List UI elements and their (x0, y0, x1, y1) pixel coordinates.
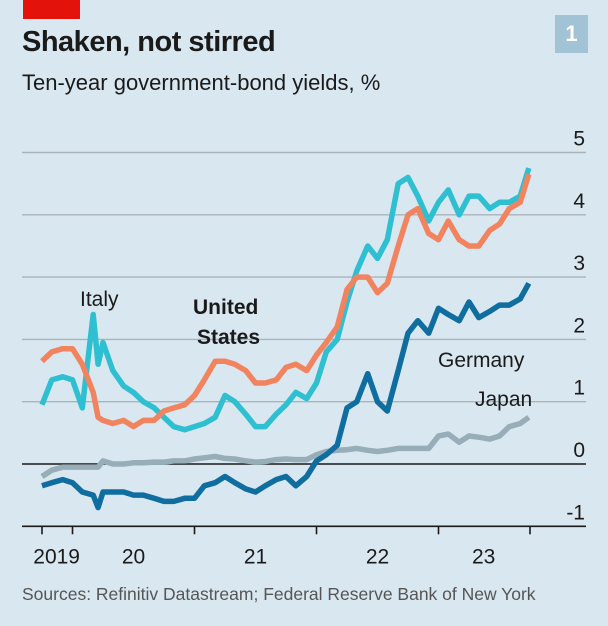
label-united-states-line1: United (193, 296, 258, 319)
chart-title: Shaken, not stirred (22, 26, 276, 58)
x-tick-label: 21 (244, 545, 267, 568)
chart-subtitle: Ten-year government-bond yields, % (22, 70, 381, 95)
chart-number-badge: 1 (555, 15, 588, 53)
label-united-states-line2: States (197, 326, 260, 349)
economist-red-tag (23, 0, 80, 19)
y-axis-labels: 5 4 3 2 1 0 -1 (566, 128, 585, 525)
series-lines (39, 167, 532, 511)
y-tick-label: 5 (573, 128, 585, 151)
series-line-germany (41, 281, 532, 511)
y-tick-label: 0 (573, 439, 585, 462)
y-tick-label: -1 (566, 501, 585, 524)
series-line-italy (39, 167, 532, 433)
y-tick-label: 4 (573, 190, 585, 213)
y-tick-label: 1 (573, 377, 585, 400)
series-line-united-states (40, 173, 532, 430)
series-line-japan (40, 415, 531, 479)
source-note: Sources: Refinitiv Datastream; Federal R… (22, 584, 536, 604)
label-japan: Japan (475, 388, 532, 411)
grid-lines (22, 151, 586, 527)
series-labels: Italy United States Germany Japan (80, 288, 532, 411)
x-tick-label: 23 (472, 545, 495, 568)
label-italy: Italy (80, 288, 119, 311)
x-tick-label: 22 (366, 545, 389, 568)
label-germany: Germany (438, 349, 525, 372)
x-tick-label: 20 (122, 545, 145, 568)
x-axis: 2019 20 21 22 23 (22, 525, 586, 568)
y-tick-label: 2 (573, 314, 585, 337)
y-tick-label: 3 (573, 252, 585, 275)
x-tick-label: 2019 (33, 545, 80, 568)
